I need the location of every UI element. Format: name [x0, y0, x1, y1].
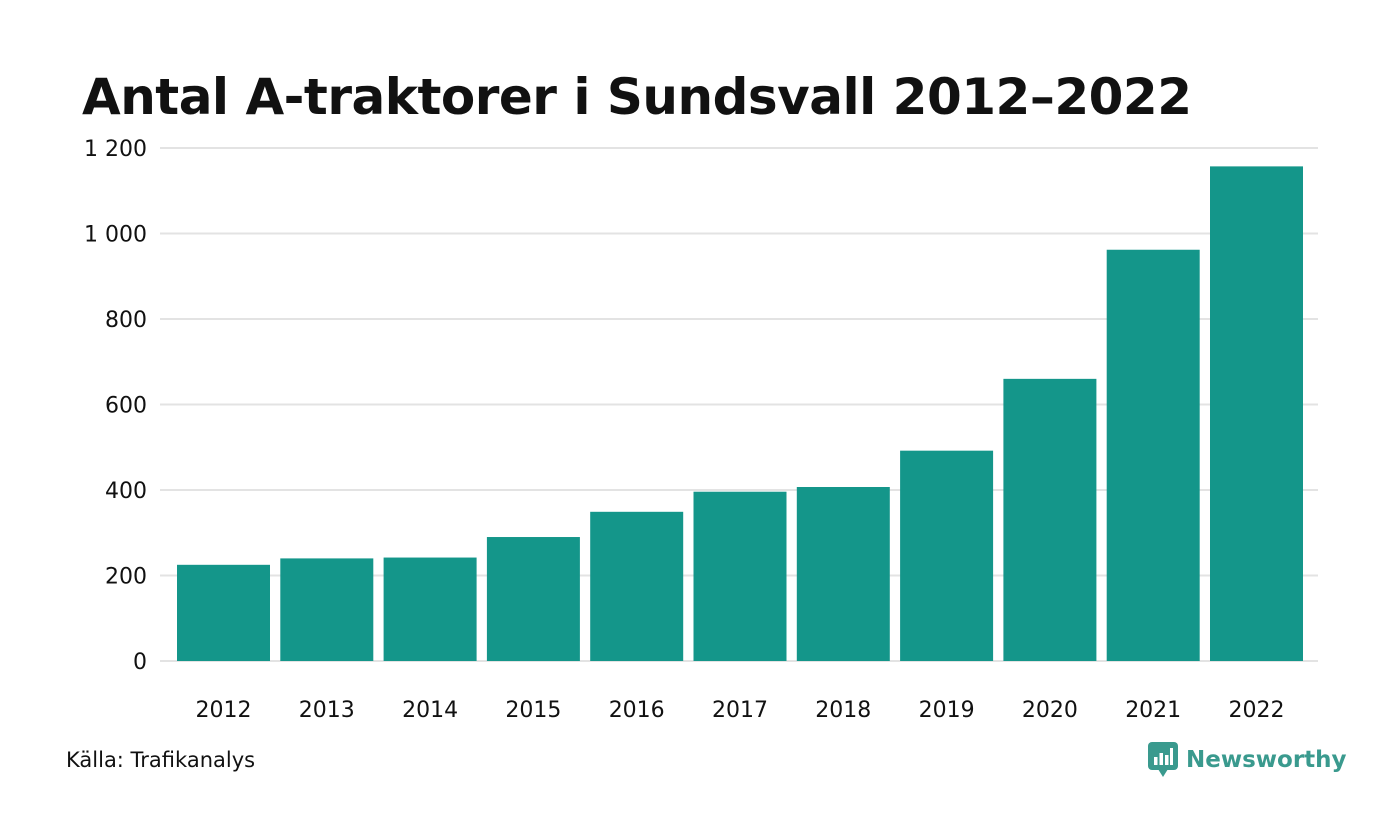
x-tick-label: 2012 — [196, 698, 252, 723]
source-note: Källa: Trafikanalys — [66, 748, 256, 772]
y-tick-label: 400 — [105, 479, 147, 504]
bar-2014 — [383, 557, 477, 661]
bar-2020 — [1003, 378, 1097, 661]
x-axis-ticks: 2012 2013 2014 2015 2016 2017 2018 2019 2020 2021… — [196, 698, 1285, 723]
y-axis-ticks: 0 200 400 600 800 1 000 1 200 — [84, 137, 147, 675]
x-tick-label: 2015 — [505, 698, 561, 723]
bar-2021 — [1106, 249, 1200, 661]
y-tick-label: 200 — [105, 565, 147, 590]
bars — [177, 166, 1303, 661]
y-tick-label: 1 000 — [84, 223, 147, 248]
bar-2019 — [900, 450, 994, 661]
newsworthy-logo-icon — [1148, 742, 1178, 777]
x-tick-label: 2019 — [919, 698, 975, 723]
brand-name: Newsworthy — [1186, 747, 1347, 773]
bar-2022 — [1210, 166, 1303, 661]
brand-logo: Newsworthy — [1148, 742, 1347, 778]
y-tick-label: 0 — [133, 650, 147, 675]
x-tick-label: 2021 — [1125, 698, 1181, 723]
x-tick-label: 2016 — [609, 698, 665, 723]
bar-2018 — [796, 487, 890, 661]
x-tick-label: 2014 — [402, 698, 458, 723]
x-tick-label: 2013 — [299, 698, 355, 723]
bar-2016 — [590, 511, 684, 661]
y-tick-label: 800 — [105, 308, 147, 333]
bar-2012 — [177, 564, 270, 661]
chart-title: Antal A-traktorer i Sundsvall 2012–2022 — [82, 68, 1192, 126]
bar-2015 — [486, 537, 580, 661]
bar-2013 — [280, 558, 374, 661]
y-tick-label: 600 — [105, 394, 147, 419]
bar-2017 — [693, 491, 787, 661]
x-tick-label: 2018 — [815, 698, 871, 723]
x-tick-label: 2022 — [1229, 698, 1285, 723]
y-tick-label: 1 200 — [84, 137, 147, 162]
x-tick-label: 2017 — [712, 698, 768, 723]
x-tick-label: 2020 — [1022, 698, 1078, 723]
